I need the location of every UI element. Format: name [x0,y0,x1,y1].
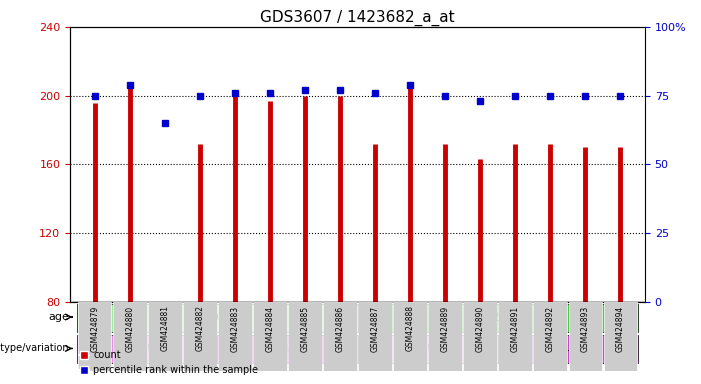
Text: GSM424881: GSM424881 [161,305,169,351]
Text: genotype/variation: genotype/variation [0,343,69,353]
Bar [569,302,602,371]
Bar [78,302,111,371]
Text: GSM424890: GSM424890 [476,306,484,353]
Bar [393,302,427,371]
Bar [428,302,462,371]
Text: GSM424884: GSM424884 [266,306,274,352]
Text: GSM424891: GSM424891 [511,305,519,351]
Text: GSM424893: GSM424893 [581,305,590,352]
Text: GSM424892: GSM424892 [546,305,554,351]
Text: wild-type: wild-type [121,343,173,353]
Bar [498,302,532,371]
Bar [218,302,252,371]
Bar [358,335,498,363]
Text: GSM424887: GSM424887 [371,305,379,351]
Bar [148,302,182,371]
Text: GSM424883: GSM424883 [231,306,239,352]
Text: wild-type: wild-type [402,343,454,353]
Text: GSM424888: GSM424888 [406,306,414,352]
Text: GSM424886: GSM424886 [336,306,344,352]
Bar [77,303,358,332]
Text: GSM424887: GSM424887 [371,306,379,352]
Text: GSM424879: GSM424879 [90,305,99,352]
Bar [77,335,217,363]
Bar [604,302,637,371]
Text: Egr-1 null: Egr-1 null [261,343,314,353]
Text: GSM424884: GSM424884 [266,305,274,351]
Bar [113,302,147,371]
Text: GSM424892: GSM424892 [546,306,554,352]
Text: 30 d: 30 d [203,311,231,323]
Text: GSM424881: GSM424881 [161,306,169,352]
Bar [183,302,217,371]
Text: GSM424889: GSM424889 [441,306,449,352]
Text: GSM424893: GSM424893 [581,306,590,353]
Text: GSM424885: GSM424885 [301,305,309,351]
Text: GSM424879: GSM424879 [90,306,99,353]
Text: GSM424880: GSM424880 [125,306,134,352]
Text: GSM424883: GSM424883 [231,305,239,351]
Text: GSM424889: GSM424889 [441,305,449,351]
Bar [498,335,638,363]
Text: GSM424891: GSM424891 [511,306,519,352]
Bar [288,302,322,371]
Bar [323,302,357,371]
Bar [217,335,358,363]
Legend: count, percentile rank within the sample: count, percentile rank within the sample [75,346,262,379]
Text: GSM424894: GSM424894 [616,306,625,353]
Title: GDS3607 / 1423682_a_at: GDS3607 / 1423682_a_at [260,9,455,25]
Text: 42 d: 42 d [484,311,512,323]
Text: GSM424890: GSM424890 [476,305,484,352]
Bar [358,303,638,332]
Bar [463,302,497,371]
Text: GSM424888: GSM424888 [406,305,414,351]
Text: GSM424882: GSM424882 [196,305,204,351]
Text: age: age [48,312,69,322]
Text: GSM424886: GSM424886 [336,305,344,351]
Bar [253,302,287,371]
Text: GSM424894: GSM424894 [616,305,625,352]
Bar [358,302,392,371]
Bar [533,302,567,371]
Text: GSM424882: GSM424882 [196,306,204,352]
Text: GSM424880: GSM424880 [125,305,134,351]
Text: GSM424885: GSM424885 [301,306,309,352]
Text: Egr-1 null: Egr-1 null [541,343,594,353]
